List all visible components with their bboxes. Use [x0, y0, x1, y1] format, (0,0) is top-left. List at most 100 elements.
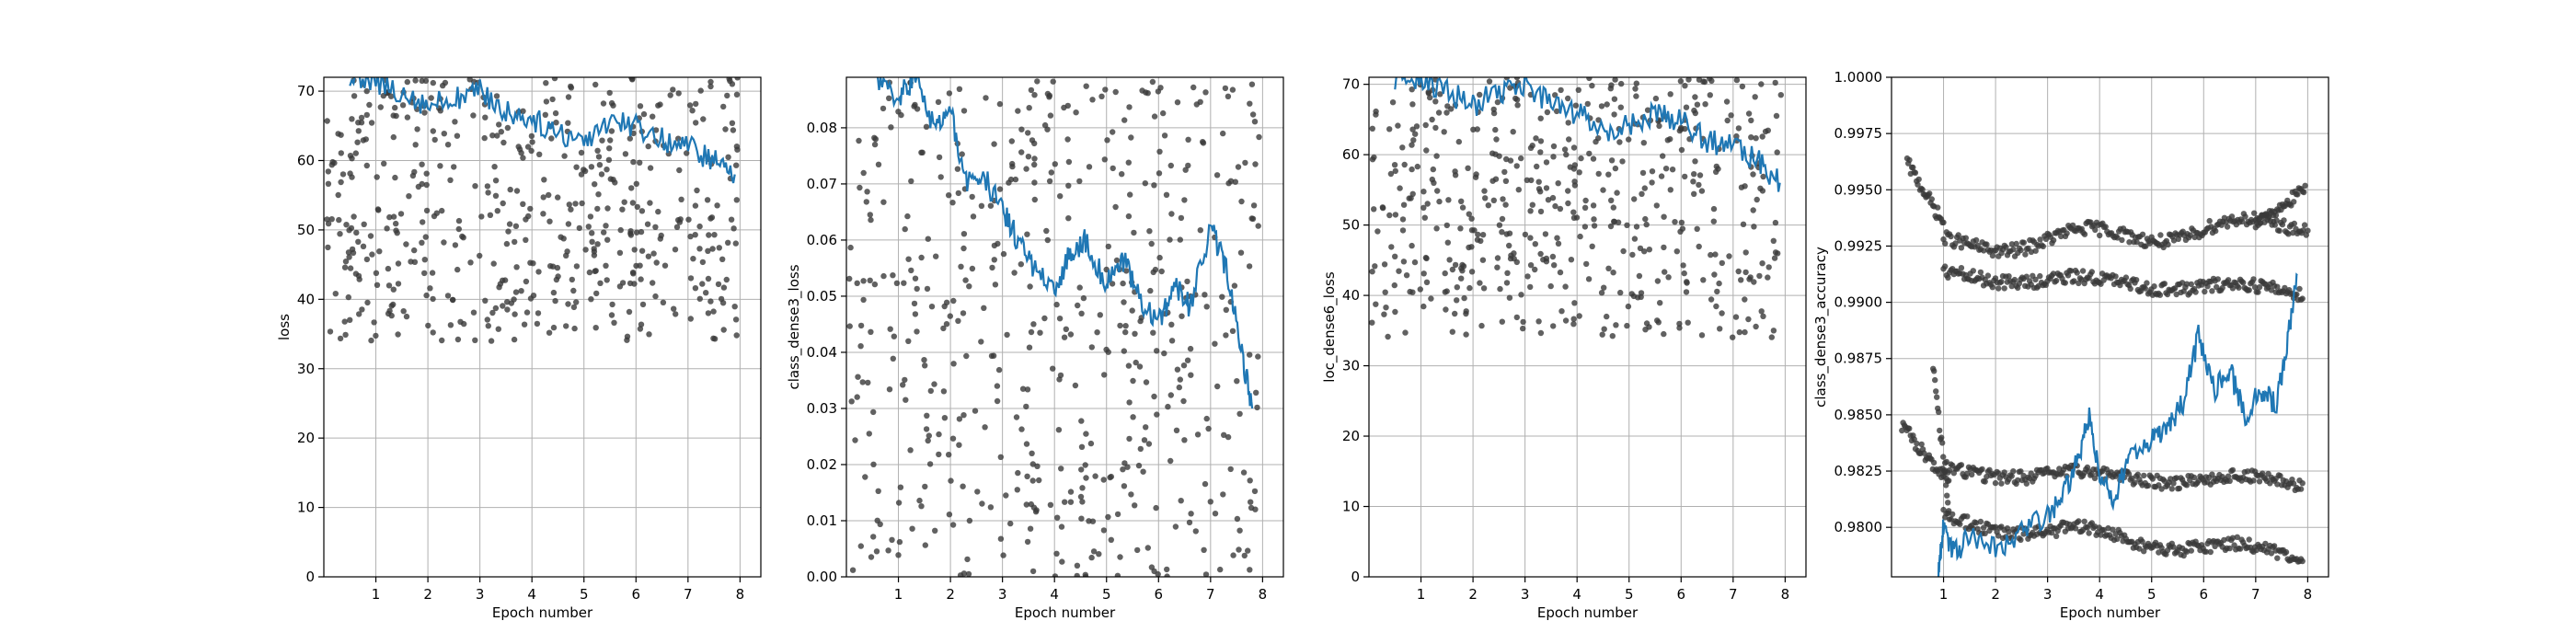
- scatter-point: [450, 296, 456, 304]
- scatter-point: [1088, 344, 1096, 351]
- scatter-point: [1919, 186, 1926, 193]
- scatter-point: [2008, 534, 2015, 541]
- scatter-point: [1570, 209, 1577, 215]
- scatter-point: [1246, 263, 1253, 270]
- scatter-point: [703, 290, 709, 296]
- scatter-point: [673, 311, 679, 317]
- scatter-point: [1455, 138, 1463, 145]
- scatter-point: [700, 116, 707, 122]
- scatter-point: [1080, 294, 1087, 302]
- scatter-point: [2042, 236, 2050, 242]
- scatter-point: [1441, 129, 1447, 135]
- y-tick-label: 0.9950: [1834, 181, 1883, 198]
- scatter-point: [1713, 168, 1719, 175]
- scatter-point: [1219, 293, 1225, 300]
- scatter-point: [579, 200, 585, 207]
- scatter-point: [1100, 527, 1108, 534]
- scatter-point: [1408, 195, 1414, 201]
- scatter-point: [629, 200, 637, 206]
- scatter-point: [1478, 322, 1485, 329]
- scatter-point: [676, 167, 683, 174]
- scatter-point: [2165, 241, 2171, 247]
- scatter-point: [959, 151, 965, 157]
- scatter-point: [373, 270, 380, 276]
- scatter-point: [1518, 292, 1524, 298]
- scatter-point: [1710, 205, 1718, 213]
- scatter-point: [327, 328, 334, 335]
- scatter-point: [1619, 158, 1626, 165]
- scatter-point: [2139, 538, 2145, 545]
- chart-panel-class-dense3-loss: 1 2 3 4 5 6 7 80.000.010.020.030.040.050.060.07…: [786, 76, 1284, 621]
- scatter-point: [542, 111, 548, 118]
- scatter-point: [523, 236, 529, 243]
- scatter-point: [996, 100, 1004, 108]
- scatter-point: [606, 89, 613, 97]
- scatter-point: [1073, 109, 1079, 116]
- scatter-point: [485, 190, 491, 196]
- scatter-point: [1154, 348, 1160, 354]
- scatter-point: [1742, 328, 1748, 336]
- scatter-point: [1667, 187, 1674, 193]
- scatter-point: [1446, 257, 1453, 263]
- scatter-point: [2207, 548, 2214, 556]
- x-tick-label: 1: [1417, 586, 1426, 603]
- scatter-point: [943, 299, 950, 305]
- scatter-point: [568, 206, 574, 213]
- scatter-point: [655, 102, 661, 109]
- scatter-point: [353, 229, 360, 236]
- scatter-point: [1545, 197, 1552, 203]
- scatter-point: [1078, 418, 1085, 424]
- y-tick-label: 10: [1342, 499, 1360, 515]
- scatter-point: [1245, 547, 1251, 554]
- scatter-point: [565, 301, 571, 307]
- scatter-point: [2013, 240, 2019, 247]
- scatter-point: [527, 295, 535, 302]
- scatter-point: [441, 131, 447, 137]
- scatter-point: [1031, 140, 1038, 147]
- scatter-point: [1760, 173, 1766, 180]
- scatter-point: [1631, 196, 1638, 202]
- scatter-point: [1493, 136, 1500, 143]
- scatter-point: [638, 247, 646, 254]
- scatter-point: [597, 280, 604, 286]
- scatter-point: [1391, 282, 1398, 289]
- scatter-point: [960, 108, 968, 114]
- scatter-point: [2062, 280, 2068, 286]
- scatter-point: [1121, 460, 1128, 466]
- scatter-point: [366, 101, 373, 109]
- scatter-point: [1075, 302, 1081, 309]
- x-tick-label: 2: [1991, 586, 2000, 603]
- scatter-point: [592, 81, 599, 88]
- scatter-point: [873, 548, 880, 555]
- scatter-point: [733, 332, 740, 339]
- scatter-point: [1133, 359, 1139, 366]
- scatter-point: [1745, 110, 1753, 117]
- scatter-point: [1109, 281, 1116, 287]
- scatter-point: [918, 254, 925, 261]
- y-tick-label: 20: [1342, 428, 1360, 444]
- scatter-point: [328, 216, 335, 223]
- scatter-point: [530, 260, 536, 267]
- scatter-point: [846, 323, 853, 329]
- scatter-point: [1019, 385, 1027, 392]
- scatter-point: [2273, 217, 2280, 224]
- scatter-point: [940, 325, 947, 332]
- scatter-point: [1236, 546, 1242, 553]
- scatter-point: [1410, 137, 1417, 144]
- scatter-point: [650, 250, 657, 257]
- scatter-point: [1167, 236, 1173, 243]
- scatter-point: [1090, 548, 1098, 555]
- scatter-point: [990, 352, 997, 359]
- scatter-point: [1083, 475, 1089, 481]
- scatter-point: [1241, 552, 1248, 559]
- scatter-point: [946, 90, 953, 97]
- scatter-point: [2240, 280, 2247, 286]
- scatter-point: [1409, 126, 1416, 132]
- scatter-point: [1910, 164, 1916, 171]
- scatter-point: [1047, 112, 1054, 119]
- scatter-point: [1765, 274, 1771, 281]
- scatter-point: [604, 236, 611, 243]
- scatter-point: [1481, 188, 1488, 194]
- scatter-point: [2071, 278, 2077, 284]
- scatter-point: [390, 286, 397, 293]
